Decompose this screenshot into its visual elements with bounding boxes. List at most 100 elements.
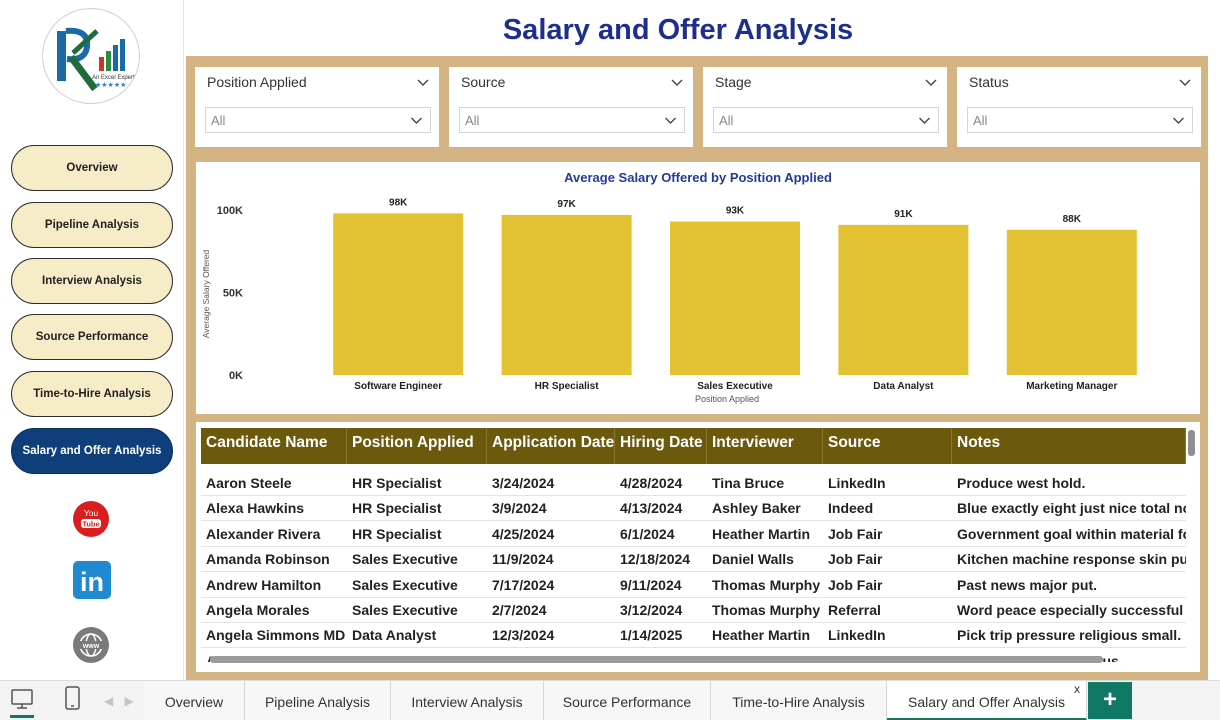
table-cell: Indeed	[828, 500, 874, 517]
youtube-icon: You Tube	[73, 501, 109, 537]
table-cell: Job Fair	[828, 525, 883, 542]
table-cell: 2/7/2024	[492, 602, 547, 618]
slicer-status: Status All	[957, 67, 1201, 147]
chevron-down-icon	[919, 117, 930, 124]
chevron-down-icon[interactable]	[417, 77, 429, 89]
slicer-value: All	[973, 113, 988, 128]
slicer-dropdown[interactable]: All	[967, 107, 1193, 133]
tab-pipeline-analysis[interactable]: Pipeline Analysis	[245, 681, 391, 720]
nav-salary-offer-button[interactable]: Salary and Offer Analysis	[11, 428, 173, 474]
table-cell: Kitchen machine response skin purp	[957, 551, 1186, 568]
svg-text:You: You	[84, 508, 99, 518]
column-header[interactable]: Notes	[952, 428, 1186, 464]
column-header[interactable]: Application Date	[487, 428, 615, 464]
table-row[interactable]: Aaron Steele HR Specialist 3/24/2024 4/28/2…	[201, 471, 1186, 496]
table-cell: Heather Martin	[712, 525, 811, 542]
column-header[interactable]: Candidate Name	[201, 428, 347, 464]
sidebar: An Excel Expert ★★★★★ Overview Pipeline …	[0, 0, 184, 680]
table-cell: 4/25/2024	[492, 525, 555, 542]
column-header[interactable]: Position Applied	[347, 428, 487, 464]
slicer-dropdown[interactable]: All	[713, 107, 939, 133]
salary-chart-panel: Average Salary Offered by Position Appli…	[196, 162, 1200, 414]
table-cell: 3/9/2024	[492, 500, 547, 517]
slicer-source: Source All	[449, 67, 693, 147]
nav-interview-analysis-button[interactable]: Interview Analysis	[11, 258, 173, 304]
website-link[interactable]: www	[72, 626, 110, 669]
table-cell: 3/24/2024	[492, 475, 555, 491]
tab-salary-offer[interactable]: Salary and Offer Analysis x	[887, 681, 1087, 720]
bar-marketing-manager	[1006, 229, 1137, 375]
desktop-icon	[10, 689, 34, 718]
chart-title: Average Salary Offered by Position Appli…	[564, 170, 832, 185]
bar-sales-executive	[670, 221, 800, 375]
chevron-right-icon[interactable]: ▶	[124, 694, 134, 708]
table-cell: Government goal within material fo	[957, 525, 1186, 542]
tab-overview[interactable]: Overview	[144, 681, 245, 720]
slicer-label: Position Applied	[207, 74, 307, 90]
desktop-view-button[interactable]	[0, 681, 42, 720]
column-header[interactable]: Interviewer	[707, 428, 823, 464]
linkedin-link[interactable]: in	[73, 561, 111, 604]
horizontal-scrollbar[interactable]	[210, 656, 1103, 663]
mobile-view-button[interactable]	[56, 681, 90, 720]
x-tick-label: Software Engineer	[354, 381, 442, 392]
chevron-left-icon[interactable]: ◀	[104, 694, 114, 708]
svg-text:Tube: Tube	[82, 520, 99, 529]
nav-time-to-hire-button[interactable]: Time-to-Hire Analysis	[11, 371, 173, 417]
tab-interview-analysis[interactable]: Interview Analysis	[391, 681, 544, 720]
bar-data-label: 88K	[1063, 214, 1082, 225]
slicer-dropdown[interactable]: All	[205, 107, 431, 133]
table-cell: Andrew Hamilton	[206, 576, 322, 593]
x-tick-label: Marketing Manager	[1026, 381, 1117, 392]
table-cell: Blue exactly eight just nice total not	[957, 500, 1186, 517]
table-cell: LinkedIn	[828, 475, 886, 491]
column-header[interactable]: Hiring Date	[615, 428, 707, 464]
chevron-down-icon[interactable]	[1179, 77, 1191, 89]
chevron-down-icon[interactable]	[671, 77, 683, 89]
slicer-dropdown[interactable]: All	[459, 107, 685, 133]
table-cell: 9/11/2024	[620, 576, 682, 593]
vertical-scrollbar[interactable]	[1188, 430, 1195, 456]
table-cell: 6/1/2024	[620, 525, 675, 542]
bar-data-label: 93K	[726, 206, 745, 217]
column-header[interactable]: Source	[823, 428, 952, 464]
table-row[interactable]: Amanda Robinson Sales Executive 11/9/2024 1…	[201, 547, 1186, 573]
tab-scroll-buttons[interactable]: ◀ ▶	[100, 681, 140, 720]
table-cell: Alexander Rivera	[206, 525, 321, 542]
bar-data-analyst	[838, 224, 969, 375]
table-cell: Job Fair	[828, 551, 883, 568]
table-cell: Job Fair	[828, 576, 883, 593]
table-cell: 12/18/2024	[620, 551, 691, 568]
page-title: Salary and Offer Analysis	[502, 14, 854, 46]
nav-source-performance-button[interactable]: Source Performance	[11, 314, 173, 360]
table-row[interactable]: Angela Morales Sales Executive 2/7/2024 3/1…	[201, 598, 1186, 623]
x-tick-label: HR Specialist	[535, 381, 600, 392]
table-cell: Heather Martin	[712, 627, 811, 644]
chevron-down-icon	[1173, 117, 1184, 124]
svg-text:in: in	[80, 567, 104, 597]
table-row[interactable]: Alexander Rivera HR Specialist 4/25/2024 6/…	[201, 522, 1186, 547]
add-page-button[interactable]: +	[1088, 682, 1132, 719]
close-tab-icon[interactable]: x	[1074, 682, 1080, 696]
slicer-value: All	[211, 113, 226, 128]
table-row[interactable]: Andrew Hamilton Sales Executive 7/17/2024 9…	[201, 573, 1186, 598]
table-row[interactable]: Alexa Hawkins HR Specialist 3/9/2024 4/13/2…	[201, 496, 1186, 522]
table-cell: Sales Executive	[352, 576, 458, 593]
tab-time-to-hire[interactable]: Time-to-Hire Analysis	[711, 681, 887, 720]
table-cell: 12/3/2024	[492, 627, 555, 644]
y-tick-label: 0K	[229, 370, 243, 382]
linkedin-icon: in	[73, 561, 111, 599]
table-cell: Pick trip pressure religious small.	[957, 627, 1182, 644]
nav-pipeline-analysis-button[interactable]: Pipeline Analysis	[11, 202, 173, 248]
chevron-down-icon[interactable]	[925, 77, 937, 89]
table-cell: Tina Bruce	[712, 475, 785, 491]
tab-source-performance[interactable]: Source Performance	[544, 681, 711, 720]
table-row[interactable]: Angela Simmons MD Data Analyst 12/3/2024 1/…	[201, 623, 1186, 649]
youtube-link[interactable]: You Tube	[72, 500, 110, 543]
y-axis-label: Average Salary Offered	[201, 249, 211, 338]
y-tick-label: 50K	[223, 288, 243, 300]
nav-overview-button[interactable]: Overview	[11, 145, 173, 191]
table-cell: Sales Executive	[352, 551, 458, 568]
bar-software-engineer	[333, 213, 464, 375]
bar-data-label: 97K	[557, 199, 576, 210]
